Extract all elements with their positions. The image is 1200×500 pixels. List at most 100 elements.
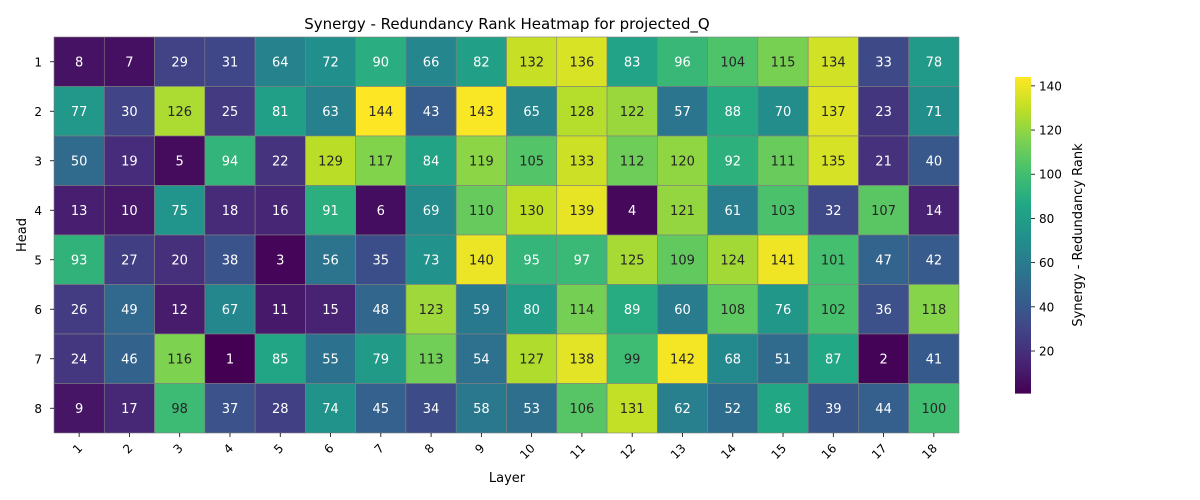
- heatmap-cell: [305, 135, 356, 186]
- cell-value-label: 61: [724, 204, 741, 219]
- colorbar-segment: [1015, 206, 1031, 210]
- heatmap-cell: [455, 383, 507, 434]
- colorbar-segment: [1015, 174, 1031, 178]
- cell-value-label: 41: [926, 352, 943, 367]
- cell-value-label: 33: [875, 55, 892, 70]
- heatmap-cell: [556, 135, 608, 186]
- colorbar-segment: [1015, 358, 1031, 362]
- heatmap-cell: [858, 383, 910, 434]
- cell-value-label: 129: [318, 154, 343, 169]
- cell-value-label: 81: [272, 105, 289, 120]
- heatmap-cell: [204, 284, 256, 335]
- heatmap-cell: [204, 234, 256, 285]
- heatmap-cell: [103, 383, 155, 434]
- cell-value-label: 22: [272, 154, 289, 169]
- heatmap-cell: [908, 383, 960, 434]
- cell-value-label: 31: [222, 55, 239, 70]
- colorbar-tick-label: 120: [1039, 124, 1062, 138]
- colorbar-segment: [1015, 119, 1031, 123]
- cell-value-label: 55: [322, 352, 339, 367]
- colorbar-segment: [1015, 319, 1031, 323]
- heatmap-cell: [154, 36, 206, 87]
- x-axis-ticks: 1 2 3 4 5 6 7 8 9 10 11 12 13 14 15 16 17 18: [70, 433, 940, 462]
- cell-value-label: 126: [167, 105, 192, 120]
- cell-value-label: 60: [674, 303, 691, 318]
- heatmap-cell: [657, 284, 708, 335]
- cell-value-label: 86: [775, 402, 792, 417]
- heatmap-cell: [355, 135, 407, 186]
- cell-value-label: 75: [171, 204, 188, 219]
- colorbar-segment: [1015, 129, 1031, 133]
- colorbar-segment: [1015, 145, 1031, 149]
- colorbar-segment: [1015, 161, 1031, 165]
- cell-value-label: 144: [368, 105, 393, 120]
- colorbar-segment: [1015, 342, 1031, 347]
- heatmap-cell: [455, 86, 507, 137]
- heatmap-cell: [355, 185, 407, 236]
- colorbar-segment: [1015, 287, 1031, 291]
- cell-value-label: 84: [423, 154, 440, 169]
- heatmap-cell: [556, 333, 608, 384]
- heatmap-cell: [657, 234, 708, 285]
- colorbar-segment: [1015, 253, 1031, 257]
- colorbar-segment: [1015, 148, 1031, 152]
- x-tick-label: 3: [171, 441, 186, 456]
- heatmap-cell: [506, 234, 558, 285]
- cell-value-label: 119: [469, 154, 494, 169]
- heatmap-cell: [103, 185, 155, 236]
- heatmap-cell: [757, 383, 809, 434]
- colorbar-segment: [1015, 221, 1031, 226]
- colorbar-segment: [1015, 211, 1031, 215]
- heatmap-cell: [657, 383, 708, 434]
- y-tick-label: 2: [34, 105, 42, 119]
- colorbar-segment: [1015, 250, 1031, 255]
- colorbar-segment: [1015, 227, 1031, 231]
- colorbar-segment: [1015, 95, 1031, 99]
- y-axis-ticks: 1 2 3 4 5 6 7 8: [34, 55, 54, 416]
- heatmap-cell: [707, 234, 759, 285]
- cell-value-label: 32: [825, 204, 842, 219]
- y-tick-label: 5: [34, 253, 42, 267]
- cell-value-label: 62: [674, 402, 691, 417]
- colorbar-segment: [1015, 345, 1031, 349]
- cell-value-label: 93: [71, 253, 88, 268]
- colorbar-segment: [1015, 285, 1031, 289]
- x-tick-label: 9: [472, 441, 487, 456]
- colorbar-segment: [1015, 350, 1031, 355]
- cell-value-label: 2: [879, 352, 887, 367]
- heatmap-cell: [103, 333, 155, 384]
- heatmap-cell: [506, 36, 558, 87]
- colorbar-segment: [1015, 150, 1031, 154]
- cell-value-label: 54: [473, 352, 490, 367]
- y-tick-label: 7: [34, 352, 42, 366]
- cell-value-label: 76: [775, 303, 792, 318]
- heatmap-cell: [657, 185, 708, 236]
- cell-value-label: 68: [724, 352, 741, 367]
- heatmap-cell: [53, 36, 105, 87]
- heatmap-cell: [657, 333, 708, 384]
- colorbar-segment: [1015, 108, 1031, 112]
- heatmap-cell: [858, 86, 910, 137]
- colorbar-segment: [1015, 298, 1031, 302]
- cell-value-label: 90: [373, 55, 390, 70]
- colorbar-segment: [1015, 156, 1031, 160]
- cell-value-label: 71: [926, 105, 943, 120]
- heatmap-cell: [757, 234, 809, 285]
- cell-value-label: 10: [121, 204, 138, 219]
- heatmap-cell: [455, 135, 507, 186]
- cell-value-label: 35: [373, 253, 390, 268]
- heatmap-cell: [53, 284, 105, 335]
- cell-value-label: 113: [419, 352, 444, 367]
- colorbar-segment: [1015, 100, 1031, 104]
- heatmap-cell: [707, 135, 759, 186]
- colorbar-label: Synergy - Redundancy Rank: [1071, 143, 1086, 327]
- colorbar-segment: [1015, 258, 1031, 262]
- colorbar-segment: [1015, 356, 1031, 360]
- chart-title: Synergy - Redundancy Rank Heatmap for pr…: [304, 15, 709, 34]
- heatmap-cell: [858, 36, 910, 87]
- cell-value-label: 28: [272, 402, 289, 417]
- x-tick-label: 2: [120, 441, 135, 456]
- cell-value-label: 106: [570, 402, 595, 417]
- colorbar-segment: [1015, 134, 1031, 139]
